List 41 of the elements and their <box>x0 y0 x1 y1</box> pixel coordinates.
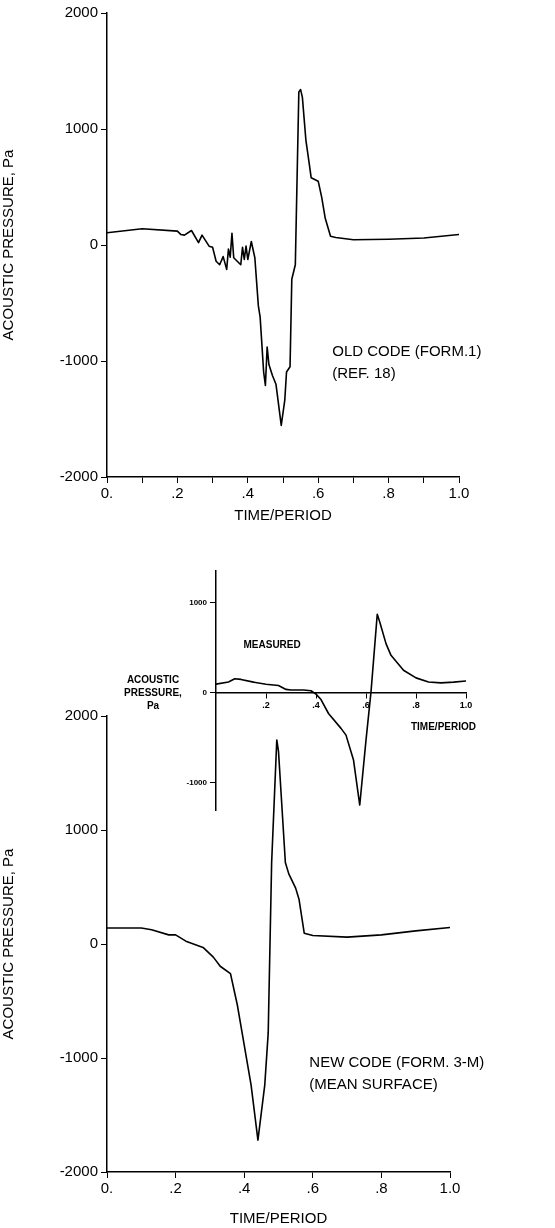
x-axis-title: TIME/PERIOD <box>410 720 476 732</box>
annotation: (MEAN SURFACE) <box>309 1074 438 1092</box>
x-tick-label: .8 <box>375 1179 388 1197</box>
annotation: (REF. 18) <box>332 363 396 381</box>
y-axis-title: ACOUSTIC PRESSURE, Pa <box>0 148 17 341</box>
y-tick-label: -1000 <box>186 778 208 788</box>
y-tick-label: -2000 <box>59 467 98 485</box>
x-axis-title: TIME/PERIOD <box>229 1209 328 1227</box>
x-tick-label: 1.0 <box>459 699 473 710</box>
x-tick-label: .6 <box>362 699 370 710</box>
x-tick-label: .8 <box>412 699 420 710</box>
x-tick-label: .4 <box>237 1179 251 1197</box>
x-axis-title: TIME/PERIOD <box>234 506 332 524</box>
x-tick-label: .6 <box>311 484 325 502</box>
x-tick-label: 1.0 <box>448 484 470 502</box>
y-tick-label: -2000 <box>59 1162 98 1180</box>
x-tick-label: 1.0 <box>439 1179 461 1197</box>
y-axis-title: ACOUSTIC PRESSURE, Pa <box>0 847 17 1040</box>
x-tick-label: .2 <box>169 1179 182 1197</box>
x-tick-label: .2 <box>171 484 184 502</box>
annotation: OLD CODE (FORM.1) <box>332 341 482 359</box>
y-tick-label: 0 <box>89 934 98 952</box>
x-tick-label: .2 <box>262 699 270 710</box>
y-tick-label: -1000 <box>59 1048 98 1066</box>
x-tick-label: .8 <box>382 484 395 502</box>
x-tick-label: .6 <box>306 1179 320 1197</box>
x-tick-label: 0. <box>100 484 114 502</box>
y-tick-label: 1000 <box>64 820 98 838</box>
y-tick-label: 2000 <box>64 3 98 21</box>
x-tick-label: .4 <box>241 484 255 502</box>
x-tick-label: .4 <box>312 699 320 710</box>
y-tick-label: 2000 <box>64 706 98 724</box>
y-tick-label: 0 <box>89 235 98 253</box>
y-tick-label: 0 <box>202 687 208 697</box>
annotation: NEW CODE (FORM. 3-M) <box>309 1052 485 1070</box>
y-axis-title: ACOUSTIC PRESSURE, Pa <box>124 673 183 711</box>
x-tick-label: 0. <box>100 1179 114 1197</box>
annotation: MEASURED <box>243 638 301 650</box>
y-tick-label: 1000 <box>189 597 208 607</box>
y-tick-label: -1000 <box>59 351 98 369</box>
y-tick-label: 1000 <box>64 119 98 137</box>
